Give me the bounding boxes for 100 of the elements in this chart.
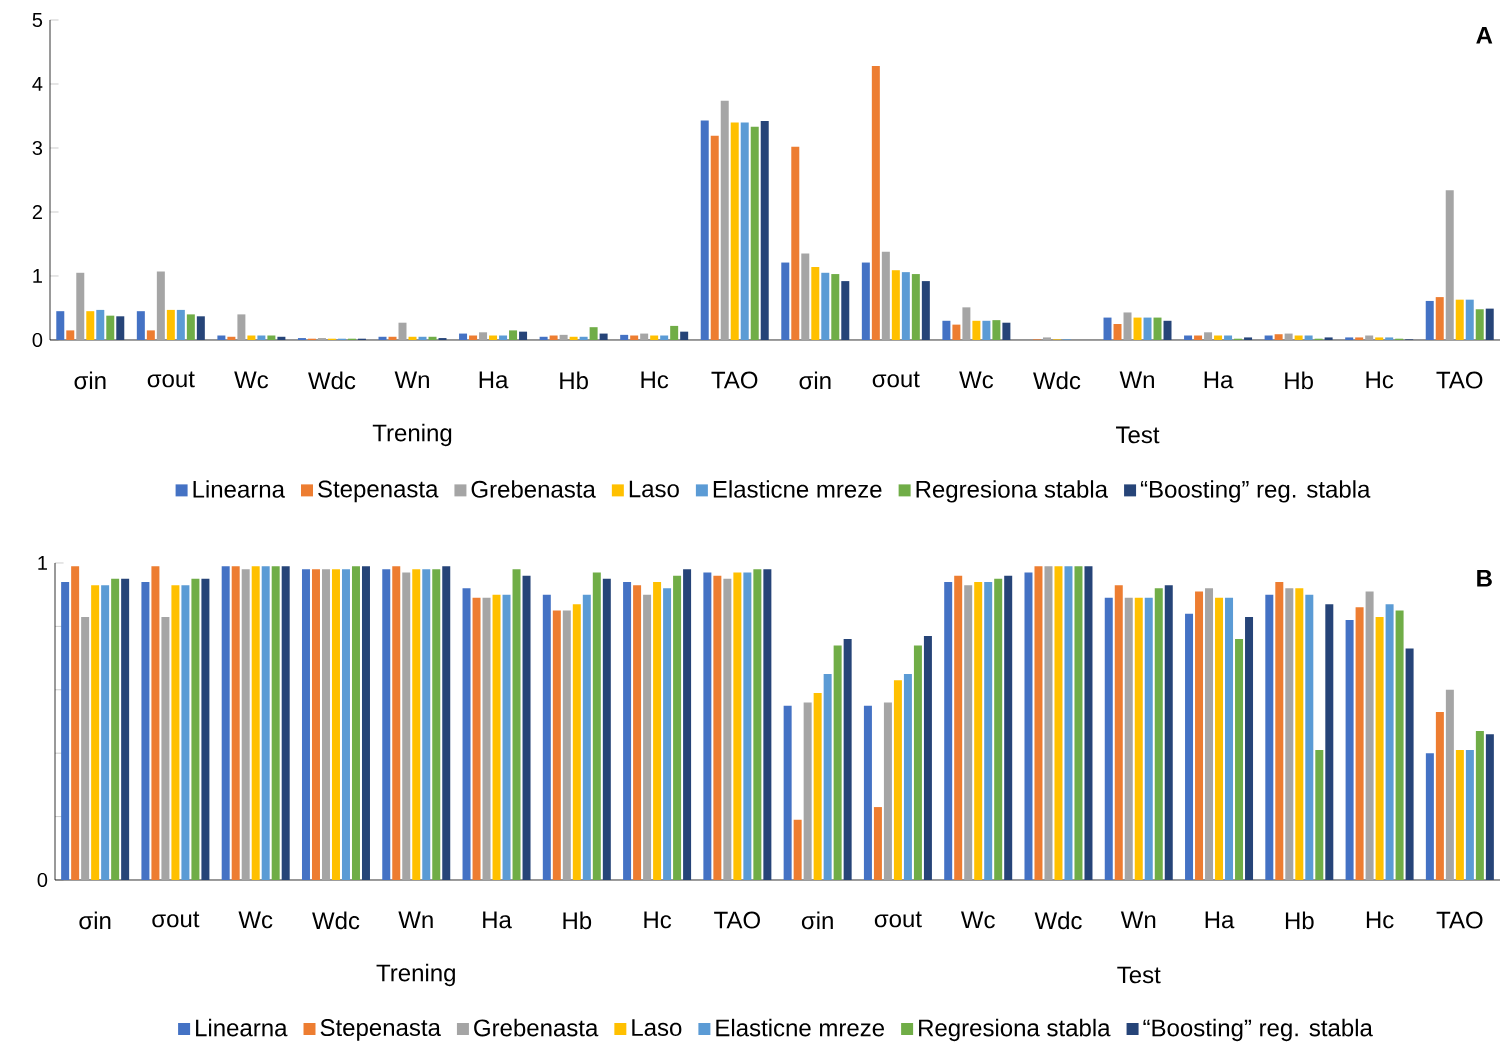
bar <box>1024 572 1033 880</box>
bar <box>781 262 790 340</box>
bar <box>1285 588 1294 880</box>
legend-label: Regresiona stabla <box>916 480 1108 503</box>
bar <box>321 569 330 880</box>
bar <box>923 635 932 880</box>
bar <box>903 673 912 880</box>
bar <box>743 572 752 880</box>
bar <box>1375 616 1384 880</box>
bar <box>913 645 922 880</box>
bar <box>277 336 286 340</box>
x-tick-label: Wc <box>960 911 995 929</box>
x-tick-label: Hc <box>1366 371 1394 389</box>
bar <box>479 332 488 340</box>
x-tick-label: TAO <box>711 371 758 389</box>
bar <box>723 578 732 880</box>
x-tick-label: Hb <box>560 371 588 390</box>
chart-title: A <box>1476 27 1493 44</box>
legend-label: Linearna <box>196 1018 288 1037</box>
legend-label: Regresiona stabla <box>919 1018 1111 1042</box>
bar <box>592 572 601 880</box>
x-tick-label: Wc <box>959 371 994 389</box>
bar <box>733 572 742 880</box>
bar <box>994 578 1003 880</box>
bar <box>700 120 709 340</box>
bar <box>1004 575 1013 880</box>
bar <box>1445 190 1454 340</box>
bar <box>1475 730 1484 880</box>
bar <box>509 330 518 340</box>
bar <box>1244 337 1253 340</box>
legend-label: Laso <box>632 1019 682 1036</box>
text: Test <box>1116 426 1160 444</box>
bar <box>1074 566 1083 880</box>
legend-label: Stepenasta <box>320 1019 441 1041</box>
bar <box>196 316 205 340</box>
bar <box>952 324 961 340</box>
bar <box>750 126 759 340</box>
bar <box>1205 588 1214 880</box>
bar <box>171 585 180 880</box>
bar <box>1163 320 1172 340</box>
bar <box>1475 309 1484 340</box>
bar <box>1153 317 1162 340</box>
bar <box>331 569 340 880</box>
bar <box>1164 585 1173 880</box>
bar <box>472 597 481 880</box>
bar <box>791 146 800 340</box>
bar <box>261 566 270 880</box>
bar <box>156 271 165 340</box>
bar <box>221 566 230 880</box>
legend-label: Elasticne mreze <box>716 1018 884 1037</box>
bar <box>881 251 890 340</box>
bar <box>992 320 1001 340</box>
x-tick-label: Wn <box>1119 371 1154 389</box>
x-tick-label: Wdc <box>1034 911 1082 930</box>
bar <box>841 281 850 340</box>
bar <box>512 569 521 880</box>
bar <box>1225 597 1234 880</box>
bar <box>412 569 421 880</box>
bar <box>1274 334 1283 340</box>
bar <box>378 336 387 340</box>
bar <box>191 578 200 880</box>
bar <box>1124 597 1133 880</box>
bar <box>984 582 993 880</box>
bar <box>1034 566 1043 880</box>
y-tick-label: 0 <box>32 332 43 348</box>
bar <box>459 333 468 340</box>
x-tick-label: σin <box>799 371 831 390</box>
y-tick-label: 1 <box>33 269 42 283</box>
bar <box>871 66 880 340</box>
bar <box>251 566 260 880</box>
legend-label: Elasticne mreze <box>713 480 882 498</box>
x-tick-label: Wdc <box>1033 371 1081 390</box>
bar <box>974 582 983 880</box>
bar <box>1284 333 1293 340</box>
bar <box>502 594 511 880</box>
bar <box>1195 591 1204 880</box>
bar <box>176 309 185 340</box>
bar <box>56 311 65 340</box>
bar <box>146 330 155 340</box>
bar <box>462 588 471 880</box>
legend-label: Stepenasta <box>318 480 439 503</box>
bar <box>572 604 581 880</box>
bar <box>271 566 280 880</box>
x-tick-label: Wn <box>398 911 433 929</box>
y-tick-label: 0 <box>37 872 48 888</box>
bar <box>921 281 930 340</box>
x-tick-label: TAO <box>1436 911 1483 929</box>
bar <box>1375 337 1384 340</box>
x-tick-label: Wdc <box>312 911 360 930</box>
y-tick-label: 1 <box>38 556 47 570</box>
bar <box>418 336 427 340</box>
bar <box>623 582 632 880</box>
bar <box>408 336 417 340</box>
bar <box>382 569 391 880</box>
bar <box>833 645 842 880</box>
bar <box>1235 639 1244 880</box>
bar <box>1385 604 1394 880</box>
bar <box>361 566 370 880</box>
bar <box>519 331 528 340</box>
bar <box>1425 753 1434 880</box>
